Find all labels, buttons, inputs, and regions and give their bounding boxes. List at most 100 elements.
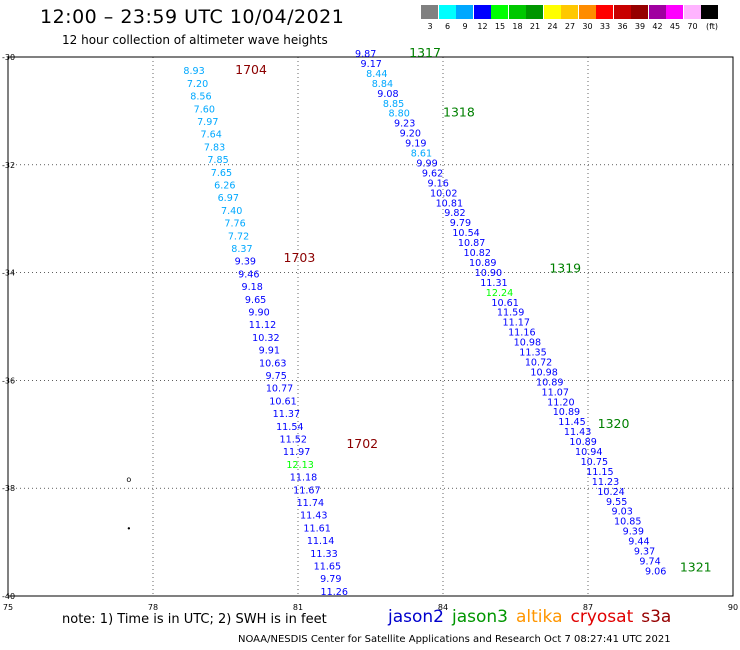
wave-height-label: 8.84 — [372, 79, 393, 90]
wave-height-label: 9.23 — [394, 119, 415, 130]
lat-tick-label: -36 — [2, 376, 15, 385]
satellite-label: s3a — [641, 607, 672, 627]
wave-height-label: 9.55 — [606, 497, 627, 508]
wave-height-label: 9.82 — [444, 208, 465, 219]
note-text: note: 1) Time is in UTC; 2) SWH is in fe… — [62, 612, 327, 627]
wave-height-label: 8.61 — [411, 149, 432, 160]
color-scale-label: 33 — [599, 22, 611, 31]
wave-height-label: 11.26 — [321, 587, 348, 598]
wave-height-label: 10.77 — [266, 384, 293, 395]
color-swatch — [561, 5, 578, 19]
wave-height-label: 9.18 — [242, 282, 263, 293]
wave-height-label: 11.33 — [310, 549, 337, 560]
wave-height-label: 10.89 — [536, 377, 563, 388]
wave-height-label: 7.40 — [221, 206, 242, 217]
wave-height-label: 8.56 — [190, 92, 211, 103]
wave-height-label: 9.39 — [235, 257, 256, 268]
wave-height-label: 9.20 — [400, 129, 421, 140]
map-frame — [7, 56, 734, 597]
color-scale-label: 45 — [669, 22, 681, 31]
wave-height-label: 11.16 — [508, 328, 535, 339]
page-title: 12:00 – 23:59 UTC 10/04/2021 — [40, 6, 345, 28]
wave-height-label: 10.87 — [458, 238, 485, 249]
wave-height-label: 10.81 — [436, 198, 463, 209]
wave-height-label: 11.35 — [519, 348, 546, 359]
wave-height-label: 10.82 — [463, 248, 490, 259]
satellite-label: jason3 — [452, 607, 508, 627]
pass-number-label: 1703 — [284, 250, 316, 265]
wave-height-label: 7.60 — [194, 104, 215, 115]
satellite-label: altika — [516, 607, 563, 627]
wave-height-label: 10.89 — [469, 258, 496, 269]
color-swatch — [456, 5, 473, 19]
wave-height-label: 9.99 — [416, 158, 437, 169]
wave-height-label: 10.72 — [525, 357, 552, 368]
wave-height-label: 8.93 — [183, 66, 204, 77]
wave-height-label: 6.97 — [218, 193, 239, 204]
wave-height-label: 11.97 — [283, 447, 310, 458]
wave-height-label: 8.44 — [366, 69, 387, 80]
wave-height-label: 9.87 — [355, 49, 376, 60]
wave-height-label: 10.61 — [269, 396, 296, 407]
wave-height-label: 11.14 — [307, 536, 334, 547]
wave-height-label: 9.79 — [320, 574, 341, 585]
color-swatch — [438, 5, 456, 19]
wave-height-label: 10.89 — [553, 407, 580, 418]
wave-height-label: 9.39 — [623, 527, 644, 538]
color-swatch — [578, 5, 596, 19]
wave-height-label: 9.79 — [450, 218, 471, 229]
wave-height-label: 10.02 — [430, 188, 457, 199]
color-scale-label: 30 — [582, 22, 593, 31]
color-swatch — [421, 5, 438, 19]
lon-tick-label: 87 — [583, 603, 593, 612]
color-scale-label: 27 — [564, 22, 576, 31]
wave-height-label: 9.62 — [422, 168, 443, 179]
wave-height-label: 7.76 — [224, 219, 245, 230]
wave-height-label: 11.15 — [586, 467, 613, 478]
wave-height-label: 7.20 — [187, 79, 208, 90]
wave-height-label: 10.54 — [452, 228, 479, 239]
color-scale-label: 24 — [547, 22, 558, 31]
wave-height-label: 8.80 — [388, 109, 409, 120]
wave-height-label: 9.03 — [612, 507, 633, 518]
color-scale-label: 12 — [477, 22, 488, 31]
lat-tick-label: -30 — [2, 53, 15, 62]
wave-height-label: 11.52 — [279, 435, 306, 446]
wave-height-label: 9.74 — [639, 556, 660, 567]
color-scale-label: 9 — [462, 22, 468, 31]
wave-height-label: 9.44 — [628, 537, 649, 548]
wave-height-label: 7.64 — [200, 130, 221, 141]
wave-height-label: 12.13 — [286, 460, 313, 471]
lon-tick-label: 78 — [148, 603, 158, 612]
wave-height-label: 11.59 — [497, 308, 524, 319]
wave-height-label: 10.75 — [581, 457, 608, 468]
pass-number-label: 1320 — [598, 416, 630, 431]
wave-height-label: 9.19 — [405, 139, 426, 150]
pass-number-label: 1318 — [443, 104, 475, 119]
color-scale-label: 42 — [652, 22, 663, 31]
color-swatch — [491, 5, 508, 19]
pass-number-label: 1321 — [680, 560, 712, 575]
wave-height-label: 9.37 — [634, 547, 655, 558]
wave-height-label: 11.31 — [480, 278, 507, 289]
lon-tick-label: 90 — [728, 603, 738, 612]
wave-height-label: 8.85 — [383, 99, 404, 110]
island-marker: • — [126, 525, 131, 534]
wave-height-label: 10.85 — [614, 517, 641, 528]
color-scale-unit: (ft) — [706, 22, 719, 31]
lat-tick-label: -34 — [2, 269, 15, 278]
color-scale-label: 6 — [444, 22, 451, 31]
wave-height-label: 9.46 — [238, 269, 259, 280]
wave-height-label: 12.24 — [486, 288, 513, 299]
wave-height-label: 6.26 — [214, 181, 235, 192]
wave-height-label: 7.65 — [211, 168, 232, 179]
wave-height-label: 10.63 — [259, 358, 286, 369]
wave-height-label: 7.97 — [197, 117, 218, 128]
color-swatch — [701, 5, 718, 19]
wave-height-label: 7.83 — [204, 142, 225, 153]
satellite-legend: jason2 jason3 altika cryosat s3a — [388, 607, 679, 627]
pass-number-label: 1317 — [409, 45, 441, 60]
island-marker: o — [126, 475, 131, 484]
wave-height-label: 10.61 — [491, 298, 518, 309]
color-swatch — [473, 5, 491, 19]
